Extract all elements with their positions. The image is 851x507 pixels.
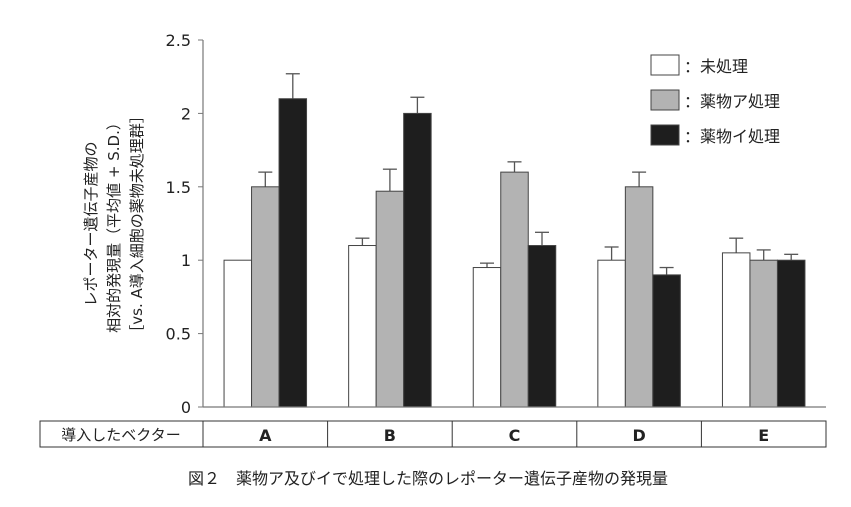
row-label: 導入したベクター [61, 426, 180, 444]
legend-label: ：薬物イ処理 [684, 127, 780, 146]
bar [223, 259, 253, 408]
bar [251, 186, 280, 408]
y-label-line-1: レポーター遺伝子産物の [82, 141, 100, 306]
bar [472, 267, 502, 408]
bar [721, 252, 751, 408]
y-tick-label: 1 [181, 251, 191, 270]
y-tick-label: 0 [181, 398, 191, 417]
legend: ：未処理 ：薬物ア処理 ：薬物イ処理 [650, 54, 780, 146]
bar [375, 190, 405, 408]
bar [652, 274, 681, 408]
figure-caption: 図２ 薬物ア及びイで処理した際のレポーター遺伝子産物の発現量 [188, 469, 668, 488]
bar [597, 259, 626, 408]
y-tick-label: 1.5 [166, 178, 191, 197]
x-category-label: B [384, 426, 396, 445]
bar [403, 112, 432, 408]
bar [348, 245, 377, 408]
legend-swatch [650, 89, 680, 111]
y-axis-label: レポーター遺伝子産物の 相対的発現量（平均値 + S.D.） ［vs. A導入細… [82, 108, 146, 340]
x-category-label: E [758, 426, 769, 445]
x-category-label: D [632, 426, 645, 445]
legend-label: ：未処理 [684, 57, 748, 76]
y-tick-label: 2 [181, 104, 191, 123]
legend-label: ：薬物ア処理 [684, 92, 780, 111]
bar [624, 186, 654, 408]
bar [278, 98, 308, 408]
bar [749, 259, 778, 408]
y-label-line-3: ［vs. A導入細胞の薬物未処理群］ [128, 108, 146, 340]
bar [500, 171, 529, 408]
x-category-label: C [509, 426, 521, 445]
y-label-line-2: 相対的発現量（平均値 + S.D.） [105, 115, 123, 333]
vector-row: 導入したベクター A B C D E [39, 420, 827, 448]
bar [776, 259, 806, 408]
x-category-label: A [259, 426, 272, 445]
y-tick-label: 0.5 [166, 325, 191, 344]
legend-swatch [650, 124, 680, 146]
bar [527, 245, 557, 408]
y-tick-label: 2.5 [166, 31, 191, 50]
legend-swatch [650, 54, 680, 76]
